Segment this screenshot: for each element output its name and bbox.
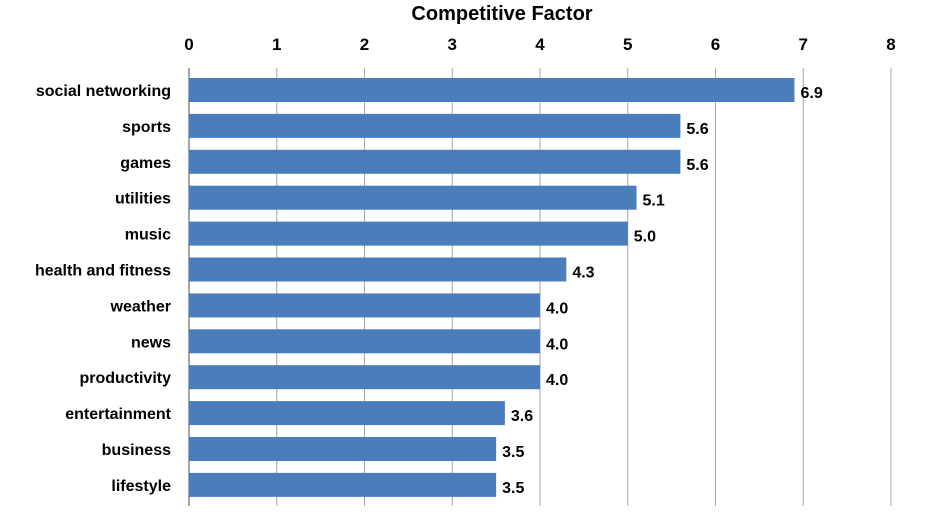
bars [189, 78, 795, 497]
data-label-business: 3.5 [502, 444, 524, 461]
category-label-business: business [102, 442, 171, 459]
x-tick-label-4: 4 [535, 35, 545, 54]
bar-sports [189, 113, 681, 138]
bar-news [189, 329, 540, 354]
x-tick-label-7: 7 [799, 35, 808, 54]
category-label-sports: sports [122, 119, 171, 136]
category-label-music: music [125, 227, 171, 244]
x-tick-label-1: 1 [272, 35, 281, 54]
bar-business [189, 437, 497, 461]
data-label-music: 5.0 [634, 229, 656, 246]
x-tick-label-0: 0 [184, 35, 193, 54]
category-label-lifestyle: lifestyle [111, 478, 171, 495]
bar-music [189, 221, 628, 246]
category-label-entertainment: entertainment [65, 406, 171, 423]
category-label-social-networking: social networking [36, 83, 171, 100]
data-label-health-and-fitness: 4.3 [572, 265, 594, 282]
x-axis-title: Competitive Factor [411, 3, 592, 25]
x-tick-label-6: 6 [711, 35, 720, 54]
x-tick-label-8: 8 [886, 35, 895, 54]
x-tick-label-2: 2 [360, 35, 369, 54]
bar-health-and-fitness [189, 257, 567, 282]
category-label-news: news [131, 334, 171, 351]
bar-weather [189, 293, 540, 318]
data-label-utilities: 5.1 [643, 193, 665, 210]
gridlines [188, 68, 892, 506]
category-label-weather: weather [110, 298, 171, 315]
data-label-news: 4.0 [546, 336, 568, 353]
bar-entertainment [189, 401, 505, 426]
data-label-games: 5.6 [686, 157, 708, 174]
bar-lifestyle [189, 472, 497, 497]
bar-social-networking [189, 78, 795, 102]
data-label-productivity: 4.0 [546, 372, 568, 389]
x-tick-label-3: 3 [448, 35, 457, 54]
data-label-weather: 4.0 [546, 300, 568, 317]
x-tick-label-5: 5 [623, 35, 632, 54]
data-label-lifestyle: 3.5 [502, 480, 524, 497]
category-label-health-and-fitness: health and fitness [35, 263, 171, 280]
data-label-entertainment: 3.6 [511, 408, 533, 425]
labels: 0 1 2 3 4 5 6 7 8 social networking 6.9 sports 5.6 ga… [35, 35, 896, 497]
category-label-utilities: utilities [115, 191, 171, 208]
bar-productivity [189, 365, 540, 390]
category-label-games: games [120, 155, 171, 172]
data-label-sports: 5.6 [686, 121, 708, 138]
bar-games [189, 149, 681, 174]
bar-utilities [189, 185, 637, 210]
data-label-social-networking: 6.9 [800, 85, 822, 102]
category-label-productivity: productivity [79, 370, 171, 387]
